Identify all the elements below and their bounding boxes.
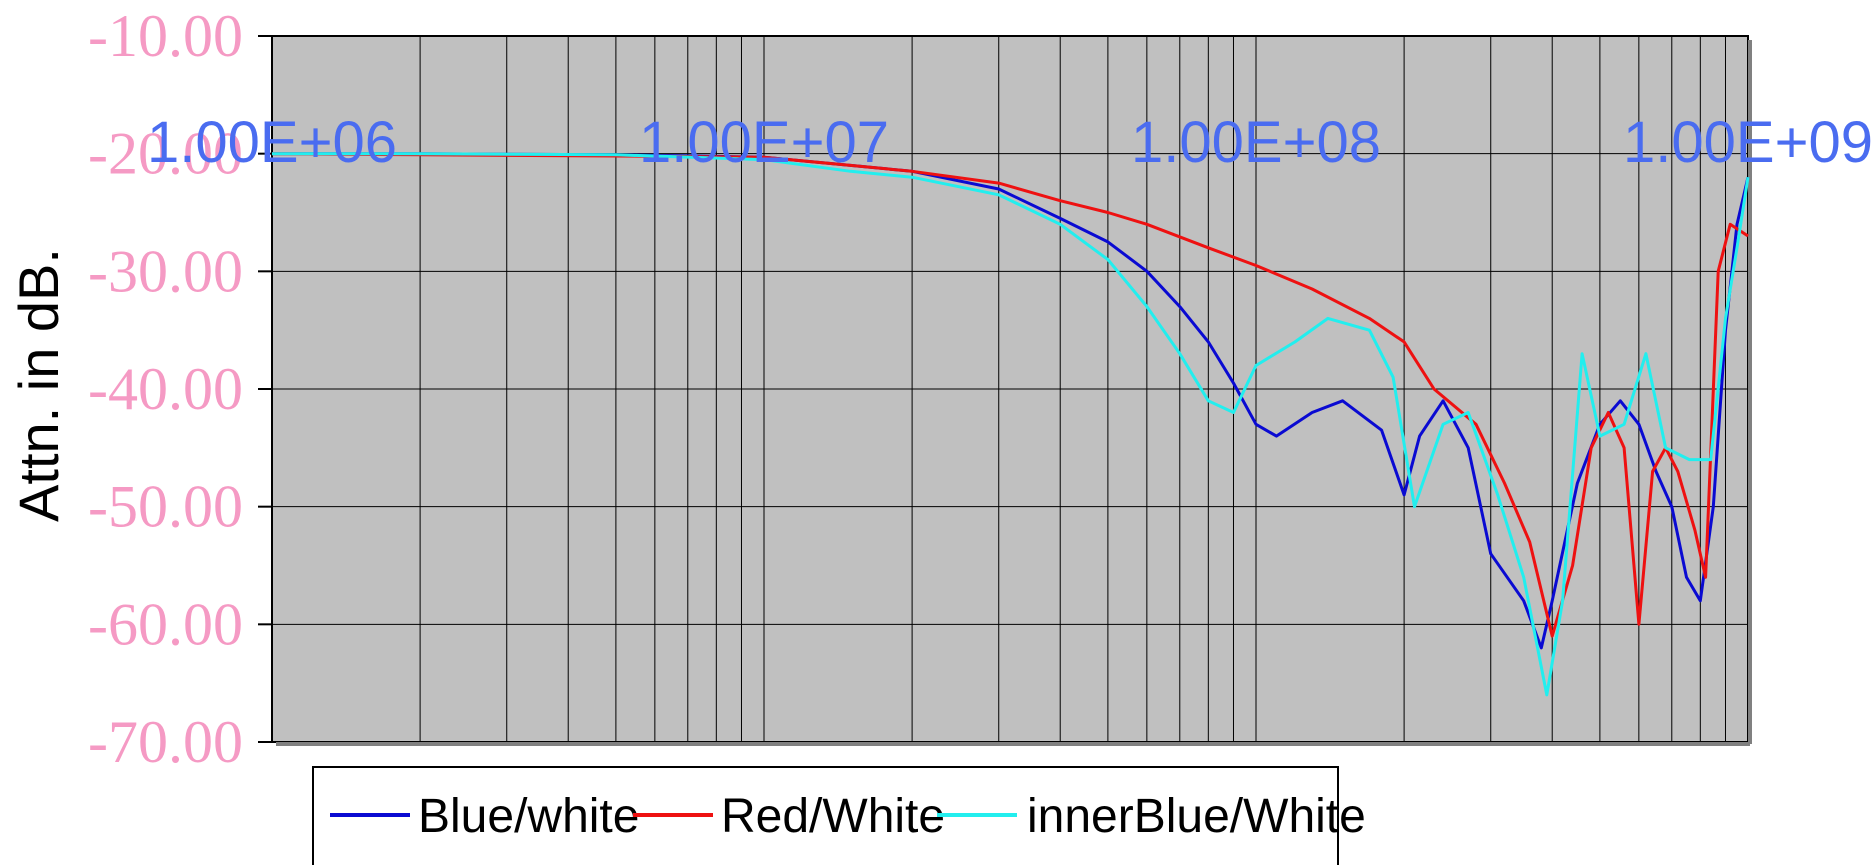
legend	[312, 766, 1339, 865]
series-line	[272, 152, 1750, 697]
y-tick-label: -60.00	[88, 591, 243, 657]
x-tick-label: 1.00E+07	[639, 110, 889, 175]
x-tick-label: 1.00E+09	[1623, 110, 1873, 175]
x-tick-label: 1.00E+06	[147, 110, 397, 175]
y-tick-label: -20.00	[88, 121, 243, 187]
y-tick-label: -70.00	[88, 709, 243, 775]
series-line	[272, 152, 1750, 650]
legend-label: Red/White	[721, 790, 945, 843]
x-tick-label: 1.00E+08	[1131, 110, 1381, 175]
y-tick-label: -50.00	[88, 474, 243, 540]
y-tick-label: -40.00	[88, 356, 243, 422]
legend-label: Blue/white	[418, 790, 639, 843]
y-tick-label: -30.00	[88, 238, 243, 304]
legend-label: innerBlue/White	[1027, 790, 1366, 843]
y-tick-label: -10.00	[88, 3, 243, 69]
series-line	[271, 152, 1749, 638]
y-axis-label: Attn. in dB.	[7, 248, 70, 522]
